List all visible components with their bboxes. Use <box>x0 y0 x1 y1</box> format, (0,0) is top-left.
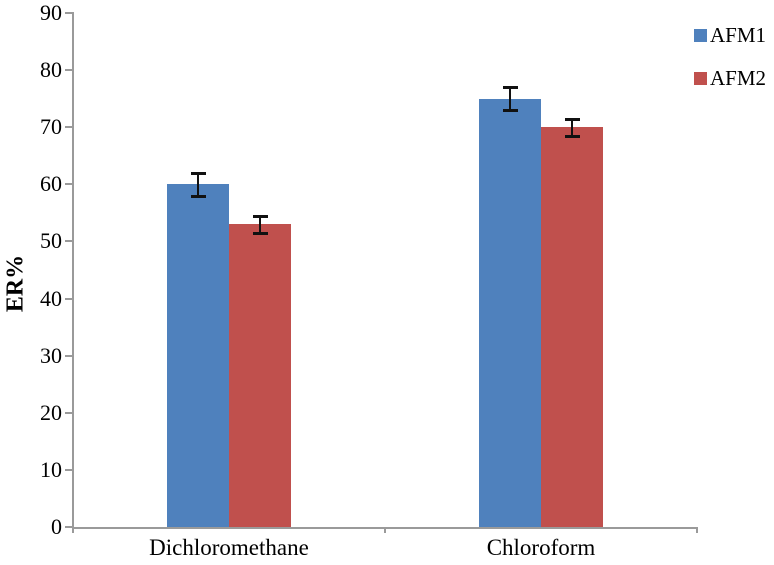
y-axis-tick <box>65 411 73 414</box>
error-bar-whisker <box>509 87 511 111</box>
y-tick-label: 30 <box>40 342 62 368</box>
legend: AFM1 AFM2 <box>694 24 766 110</box>
error-bar-whisker <box>571 118 573 136</box>
y-tick-label: 60 <box>40 171 62 197</box>
y-axis-tick <box>65 297 73 300</box>
error-bar-cap-top <box>190 171 206 175</box>
y-axis-tick <box>65 468 73 471</box>
legend-item-afm1: AFM1 <box>694 24 766 47</box>
y-tick-label: 40 <box>40 285 62 311</box>
legend-label: AFM1 <box>710 23 767 47</box>
category-label: Dichloromethane <box>149 535 309 560</box>
error-bar-whisker <box>197 172 199 196</box>
error-bar-cap-top <box>252 214 268 218</box>
y-tick-label: 70 <box>40 114 62 140</box>
y-tick-label: 10 <box>40 456 62 482</box>
legend-item-afm2: AFM2 <box>694 67 766 90</box>
x-axis-tick <box>696 527 698 533</box>
error-bar-cap-bottom <box>564 134 580 138</box>
y-tick-label: 0 <box>51 514 62 539</box>
category-label: Chloroform <box>486 535 596 560</box>
bar-afm1-dichloromethane <box>167 184 229 527</box>
error-bar-cap-bottom <box>502 109 518 113</box>
x-axis-tick <box>384 527 386 533</box>
bar-afm1-chloroform <box>479 98 541 527</box>
error-bar-cap-top <box>502 86 518 90</box>
y-axis-tick <box>65 183 73 186</box>
y-axis-title: ER% <box>2 254 29 313</box>
error-bar-cap-bottom <box>252 231 268 235</box>
y-tick-label: 90 <box>40 0 62 25</box>
y-axis-tick <box>65 240 73 243</box>
y-tick-label: 50 <box>40 228 62 254</box>
y-tick-label: 20 <box>40 399 62 425</box>
legend-swatch-afm1 <box>694 29 707 42</box>
y-axis-tick <box>65 12 73 14</box>
y-axis-tick <box>65 354 73 357</box>
y-axis-tick <box>65 69 73 72</box>
error-bar-whisker <box>259 215 261 233</box>
error-bar-cap-bottom <box>190 194 206 198</box>
y-axis-tick <box>65 126 73 129</box>
y-axis-line <box>72 12 74 528</box>
bar-afm2-dichloromethane <box>229 224 291 527</box>
y-axis-tick <box>65 526 73 528</box>
legend-label: AFM2 <box>710 66 767 90</box>
bar-afm2-chloroform <box>541 127 603 527</box>
error-bar-cap-top <box>564 117 580 121</box>
legend-swatch-afm2 <box>694 72 707 85</box>
y-tick-label: 80 <box>40 57 62 83</box>
x-axis-tick <box>72 527 74 533</box>
